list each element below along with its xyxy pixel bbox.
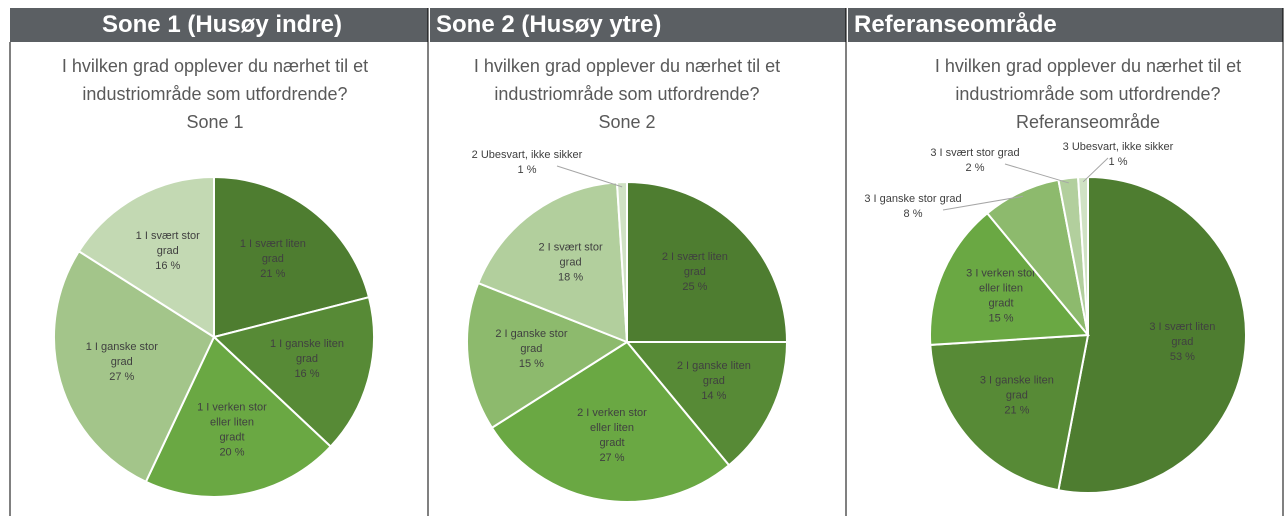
slice-value-label: 18 %: [558, 271, 583, 283]
slice-label: 3 Ubesvart, ikke sikker: [1063, 141, 1174, 153]
chart-title: I hvilken grad opplever du nærhet til et…: [934, 56, 1242, 104]
pie-slice: [213, 175, 371, 339]
slice-label: 2 I svært stor grad: [538, 241, 603, 268]
slice-value-label: 1 %: [518, 164, 537, 176]
slice-value-label: 8 %: [904, 208, 923, 220]
pie-slice: [626, 180, 789, 343]
pie-slice: [1057, 175, 1247, 494]
leader-line: [556, 165, 623, 188]
slice-label: 3 I verken stor eller liten gradt: [966, 267, 1036, 309]
leader-line: [942, 195, 1023, 211]
column-header: Sone 1 (Husøy indre): [10, 8, 428, 42]
pie-slice: [624, 341, 789, 467]
chart-title: I hvilken grad opplever du nærhet til et…: [473, 56, 781, 104]
chart-subtitle: Sone 2: [598, 112, 656, 132]
slice-value-label: 16 %: [155, 260, 180, 272]
chart-subtitle: Referanseområde: [1015, 112, 1161, 132]
slice-value-label: 27 %: [599, 452, 624, 464]
slice-label: 3 I ganske stor grad: [864, 193, 961, 205]
pie-slice: [929, 333, 1090, 492]
column-header: Sone 2 (Husøy ytre): [430, 8, 846, 42]
pie-slice: [466, 281, 630, 430]
leader-line: [1004, 163, 1069, 184]
slice-value-label: 21 %: [260, 268, 285, 280]
pie-slice: [77, 175, 215, 339]
slice-label: 3 I ganske liten grad: [980, 375, 1054, 402]
slice-label: 1 I verken stor eller liten gradt: [197, 401, 267, 443]
slice-label: 1 I svært liten grad: [240, 238, 306, 265]
slice-value-label: 15 %: [519, 358, 544, 370]
slice-value-label: 1 %: [1109, 156, 1128, 168]
slice-label: 2 I ganske liten grad: [677, 360, 751, 387]
pie-slice: [144, 335, 333, 498]
slice-value-label: 14 %: [701, 390, 726, 402]
slice-label: 2 Ubesvart, ikke sikker: [472, 149, 583, 161]
slice-value-label: 15 %: [988, 312, 1013, 324]
slice-value-label: 25 %: [682, 281, 707, 293]
slice-value-label: 20 %: [219, 446, 244, 458]
slice-value-label: 53 %: [1170, 351, 1195, 363]
pie-slice: [490, 340, 731, 503]
slice-value-label: 27 %: [109, 371, 134, 383]
slice-label: 3 I svært liten grad: [1149, 321, 1215, 348]
slice-label: 1 I ganske stor grad: [86, 341, 158, 368]
slice-label: 1 I svært stor grad: [136, 230, 201, 257]
chart-title: I hvilken grad opplever du nærhet til et…: [61, 56, 369, 104]
leader-line: [1082, 157, 1109, 183]
slice-value-label: 2 %: [966, 162, 985, 174]
slice-value-label: 16 %: [294, 368, 319, 380]
column-header: Referanseområde: [848, 8, 1283, 42]
pie-slice: [211, 295, 375, 448]
slice-label: 2 I ganske stor grad: [495, 328, 567, 355]
slice-label: 2 I svært liten grad: [662, 251, 728, 278]
pie-slice: [615, 180, 628, 343]
chart-subtitle: Sone 1: [186, 112, 244, 132]
pie-slice: [476, 181, 629, 344]
slice-value-label: 21 %: [1004, 405, 1029, 417]
pie-slice: [53, 249, 216, 484]
pie-slice: [929, 211, 1091, 346]
slice-label: 3 I svært stor grad: [930, 147, 1019, 159]
slice-label: 1 I ganske liten grad: [270, 338, 344, 365]
slice-label: 2 I verken stor eller liten gradt: [577, 407, 647, 449]
